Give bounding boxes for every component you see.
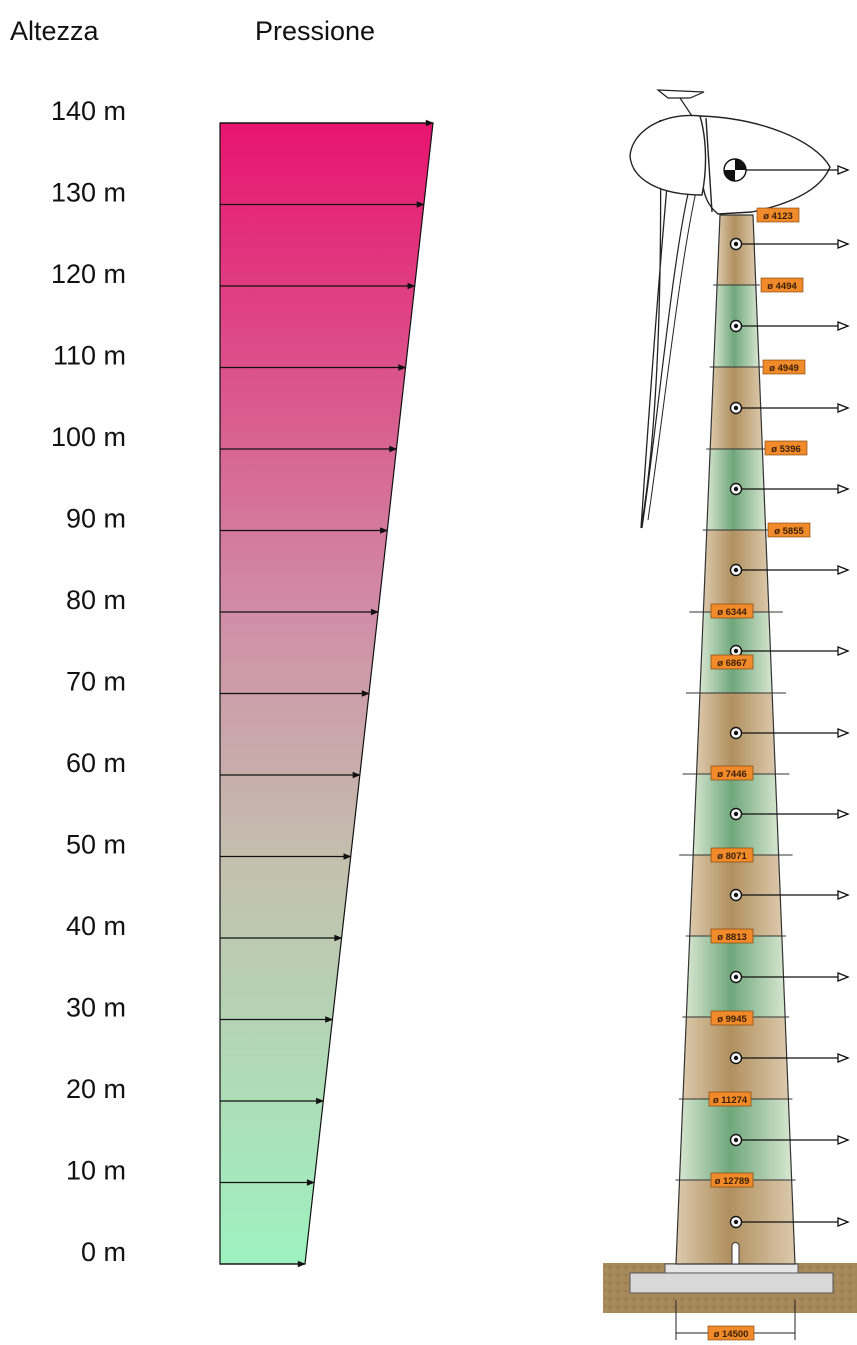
segment-centroid-dot	[733, 811, 739, 817]
diameter-label-box	[710, 847, 754, 863]
diameter-label: ø 5396	[771, 444, 801, 455]
height-level-label: 120 m	[51, 259, 126, 289]
segment-centroid-dot	[733, 730, 739, 736]
blade-root-stem	[679, 97, 693, 117]
diameter-label-box	[762, 359, 806, 375]
height-level-label: 130 m	[51, 178, 126, 208]
rotor-blade	[640, 119, 669, 529]
segment-centroid-dot	[733, 974, 739, 980]
centroid-quadrant	[735, 159, 746, 170]
base-diameter-label-box	[707, 1325, 755, 1341]
segment-centroid-dot	[733, 648, 739, 654]
diameter-label: ø 9945	[717, 1014, 747, 1025]
diameter-label-box	[710, 1172, 754, 1188]
diameter-label: ø 4494	[767, 281, 797, 292]
segment-centroid-dot	[733, 892, 739, 898]
diameter-label: ø 6867	[717, 658, 747, 669]
diameter-label: ø 8071	[717, 851, 747, 862]
height-level-label: 0 m	[81, 1237, 126, 1267]
centroid-quadrant	[724, 170, 735, 181]
segment-centroid-dot	[733, 241, 739, 247]
height-level-label: 10 m	[66, 1156, 126, 1186]
height-level-label: 70 m	[66, 667, 126, 697]
turbine-head	[629, 89, 831, 529]
hub	[629, 114, 707, 196]
diameter-label: ø 4949	[769, 363, 799, 374]
diameter-label-box	[767, 522, 811, 538]
height-level-label: 40 m	[66, 911, 126, 941]
diameter-label-box	[710, 765, 754, 781]
height-level-labels: 140 m 130 m 120 m 110 m 100 m 90 m 80 m 70 m 60 …	[51, 96, 126, 1267]
ground-foundation	[603, 1263, 857, 1313]
height-level-label: 50 m	[66, 830, 126, 860]
diameter-label-box	[708, 1091, 752, 1107]
diameter-label-box	[764, 440, 808, 456]
diameter-label: ø 7446	[717, 769, 747, 780]
height-level-label: 90 m	[66, 504, 126, 534]
diameter-label: ø 6344	[717, 607, 747, 618]
diameter-label: ø 4123	[763, 211, 793, 222]
foundation-slab	[629, 1272, 834, 1294]
height-level-label: 60 m	[66, 748, 126, 778]
diameter-label: ø 11274	[713, 1095, 748, 1106]
segment-centroid-dot	[733, 1055, 739, 1061]
height-column-header: Altezza	[10, 16, 100, 46]
base-diameter-dimension: ø 14500	[675, 1300, 796, 1341]
height-level-label: 30 m	[66, 993, 126, 1023]
blade-root	[656, 89, 705, 99]
pressure-distribution	[219, 119, 434, 1268]
segment-centroid-dot	[733, 405, 739, 411]
height-level-label: 100 m	[51, 422, 126, 452]
height-level-label: 110 m	[53, 341, 126, 371]
segment-centroid-dot	[733, 567, 739, 573]
nacelle	[699, 115, 831, 215]
tower-force-points	[723, 158, 848, 1229]
diameter-label-box	[710, 603, 754, 619]
tower-door	[731, 1242, 740, 1265]
height-level-label: 140 m	[51, 96, 126, 126]
blade-inner-edge	[641, 184, 691, 529]
diameter-label: ø 8813	[717, 932, 747, 943]
tower-outline	[675, 214, 796, 1265]
segment-centroid-dot	[733, 1137, 739, 1143]
diameter-label: ø 12789	[715, 1176, 750, 1187]
height-level-label: 80 m	[66, 585, 126, 615]
segment-centroid-dot	[733, 1219, 739, 1225]
diameter-label: ø 5855	[774, 526, 804, 537]
segment-centroid-dot	[733, 323, 739, 329]
segment-centroid-dot	[733, 486, 739, 492]
foundation-plinth	[664, 1263, 799, 1274]
diameter-label-box	[760, 277, 804, 293]
base-diameter-label: ø 14500	[714, 1329, 749, 1340]
diameter-label-box	[710, 654, 754, 670]
hub-flange	[705, 117, 713, 213]
tower-diameter-labels: ø 4123 ø 4494 ø 4949 ø 5396 ø 5855 ø 6344 ø 68…	[708, 207, 811, 1188]
diameter-label-box	[710, 928, 754, 944]
diameter-label-box	[756, 207, 800, 223]
pressure-column-header: Pressione	[255, 16, 375, 46]
blade-inner-edge-2	[647, 186, 698, 521]
diameter-label-box	[710, 1010, 754, 1026]
height-level-label: 20 m	[66, 1074, 126, 1104]
pressure-arrows	[220, 119, 434, 1268]
